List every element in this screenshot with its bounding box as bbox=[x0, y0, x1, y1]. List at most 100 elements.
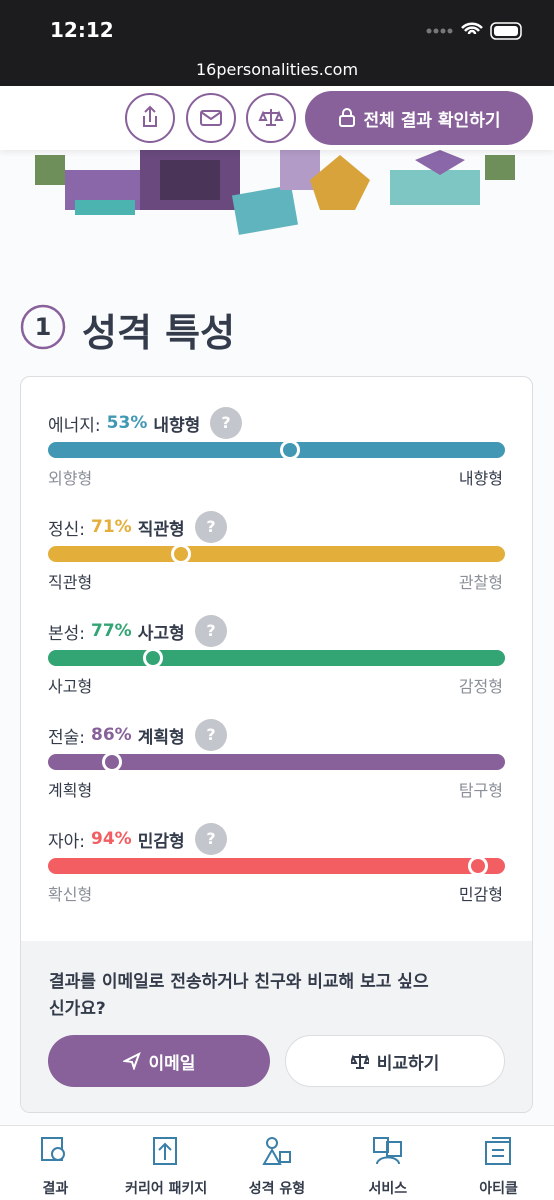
nav-item[interactable]: 성격 유형 bbox=[222, 1134, 333, 1198]
scale-icon bbox=[258, 109, 284, 126]
trait-name: 본성: bbox=[48, 623, 86, 644]
trait-name: 전술: bbox=[48, 727, 86, 748]
email-button[interactable]: 이메일 bbox=[48, 1035, 270, 1087]
trait-bar bbox=[48, 752, 505, 772]
left-label: 사고형 bbox=[48, 677, 93, 696]
trait-knob bbox=[143, 648, 164, 668]
status-bar: 12:12 16personalities.com bbox=[0, 0, 554, 86]
trait-type: 계획형 bbox=[137, 727, 185, 748]
trait-heading: 정신: 71% 직관형? bbox=[48, 511, 227, 543]
unlock-label: 전체 결과 확인하기 bbox=[363, 110, 501, 131]
trait-bar bbox=[48, 544, 505, 564]
trait-heading: 에너지: 53% 내향형? bbox=[48, 407, 243, 439]
trait-type: 내향형 bbox=[153, 415, 201, 436]
share-panel: 결과를 이메일로 전송하거나 친구와 비교해 보고 싶으신가요? 이메일 비교하… bbox=[21, 941, 532, 1112]
share-prompt: 결과를 이메일로 전송하거나 친구와 비교해 보고 싶으신가요? bbox=[49, 972, 429, 1019]
trait-name: 정신: bbox=[48, 519, 86, 540]
share-icon bbox=[143, 105, 157, 127]
help-icon[interactable]: ? bbox=[194, 719, 227, 751]
trait-heading: 자아: 94% 민감형? bbox=[48, 823, 227, 855]
nav-label: 서비스 bbox=[368, 1181, 408, 1197]
trait-percent: 94% bbox=[91, 829, 132, 849]
url: 16personalities.com bbox=[195, 60, 359, 79]
trait-bar bbox=[48, 648, 505, 668]
nav-label: 커리어 패키지 bbox=[125, 1181, 208, 1197]
question-mark: ? bbox=[206, 725, 215, 744]
section-number: 1 bbox=[34, 313, 52, 341]
nav-icon bbox=[372, 1137, 402, 1165]
svg-text:?: ? bbox=[222, 413, 231, 432]
nav-icon bbox=[262, 1137, 291, 1165]
trait-percent: 86% bbox=[91, 725, 132, 745]
trait-name: 자아: bbox=[48, 831, 86, 852]
trait-percent: 71% bbox=[91, 517, 132, 537]
help-icon[interactable]: ? bbox=[210, 407, 243, 439]
svg-text:?: ? bbox=[206, 829, 215, 848]
trait-knob bbox=[467, 856, 488, 876]
nav-label: 아티클 bbox=[479, 1181, 518, 1197]
help-icon[interactable]: ? bbox=[194, 823, 227, 855]
trait-type: 사고형 bbox=[137, 623, 185, 644]
question-mark: ? bbox=[206, 517, 215, 536]
nav-item[interactable]: 결과 bbox=[0, 1134, 111, 1198]
trait-type: 직관형 bbox=[137, 519, 185, 540]
compare-button[interactable] bbox=[246, 93, 296, 143]
svg-text:?: ? bbox=[206, 621, 215, 640]
send-icon bbox=[122, 1052, 141, 1070]
question-mark: ? bbox=[222, 413, 231, 432]
nav-label: 성격 유형 bbox=[248, 1181, 306, 1197]
scale-icon bbox=[350, 1054, 369, 1069]
left-label: 외향형 bbox=[48, 469, 93, 488]
section-number-badge bbox=[20, 304, 66, 350]
mail-button[interactable] bbox=[186, 93, 236, 143]
nav-icon bbox=[153, 1137, 178, 1165]
right-label: 감정형 bbox=[458, 677, 503, 696]
section-title: 성격 특성 bbox=[82, 311, 236, 355]
mail-icon bbox=[200, 110, 222, 126]
right-label: 민감형 bbox=[458, 885, 503, 904]
trait-bar bbox=[48, 440, 505, 460]
nav-item[interactable]: 아티클 bbox=[443, 1134, 554, 1198]
traits-card: 결과를 이메일로 전송하거나 친구와 비교해 보고 싶으신가요? 이메일 비교하… bbox=[20, 376, 533, 1113]
left-label: 직관형 bbox=[48, 573, 93, 592]
trait-knob bbox=[101, 752, 122, 772]
illustration bbox=[35, 150, 515, 235]
unlock-button[interactable]: 전체 결과 확인하기 bbox=[305, 91, 533, 145]
right-label: 내향형 bbox=[458, 469, 503, 488]
trait-heading: 전술: 86% 계획형? bbox=[48, 719, 227, 751]
trait-name: 에너지: bbox=[48, 415, 101, 436]
svg-text:?: ? bbox=[206, 725, 215, 744]
nav-item[interactable]: 서비스 bbox=[332, 1134, 443, 1198]
trait-heading: 본성: 77% 사고형? bbox=[48, 615, 227, 647]
share-button[interactable] bbox=[125, 93, 175, 143]
left-label: 확신형 bbox=[48, 885, 93, 904]
right-label: 관찰형 bbox=[458, 573, 503, 592]
trait-knob bbox=[280, 440, 301, 460]
nav-label: 결과 bbox=[42, 1181, 69, 1197]
trait-percent: 77% bbox=[91, 621, 132, 641]
compare-share-button[interactable]: 비교하기 bbox=[285, 1035, 505, 1087]
question-mark: ? bbox=[206, 621, 215, 640]
lock-icon bbox=[338, 108, 355, 127]
nav-item[interactable]: 커리어 패키지 bbox=[111, 1134, 222, 1198]
trait-bar bbox=[48, 856, 505, 876]
trait-percent: 53% bbox=[106, 413, 148, 433]
status-icons bbox=[426, 22, 522, 40]
help-icon[interactable]: ? bbox=[194, 511, 227, 543]
left-label: 계획형 bbox=[48, 781, 93, 800]
trait-knob bbox=[170, 544, 191, 564]
question-mark: ? bbox=[206, 829, 215, 848]
bottom-nav: 결과 커리어 패키지 성격 유형 서비스 아티클 bbox=[0, 1125, 554, 1200]
email-label: 이메일 bbox=[148, 1053, 196, 1074]
compare-label: 비교하기 bbox=[376, 1053, 440, 1074]
header: 전체 결과 확인하기 bbox=[0, 86, 554, 150]
nav-icon bbox=[484, 1137, 511, 1165]
svg-text:?: ? bbox=[206, 517, 215, 536]
time: 12:12 bbox=[50, 18, 114, 42]
help-icon[interactable]: ? bbox=[194, 615, 227, 647]
trait-type: 민감형 bbox=[137, 831, 185, 852]
nav-icon bbox=[41, 1137, 66, 1161]
right-label: 탐구형 bbox=[458, 781, 503, 800]
